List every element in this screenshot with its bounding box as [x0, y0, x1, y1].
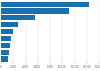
Bar [1, 43, 10, 48]
Bar [1, 50, 9, 55]
Bar [1, 8, 69, 14]
Bar [1, 29, 13, 34]
Bar [1, 56, 8, 62]
Bar [1, 15, 35, 20]
Bar [1, 2, 89, 7]
Bar [1, 36, 11, 41]
Bar [1, 22, 17, 27]
